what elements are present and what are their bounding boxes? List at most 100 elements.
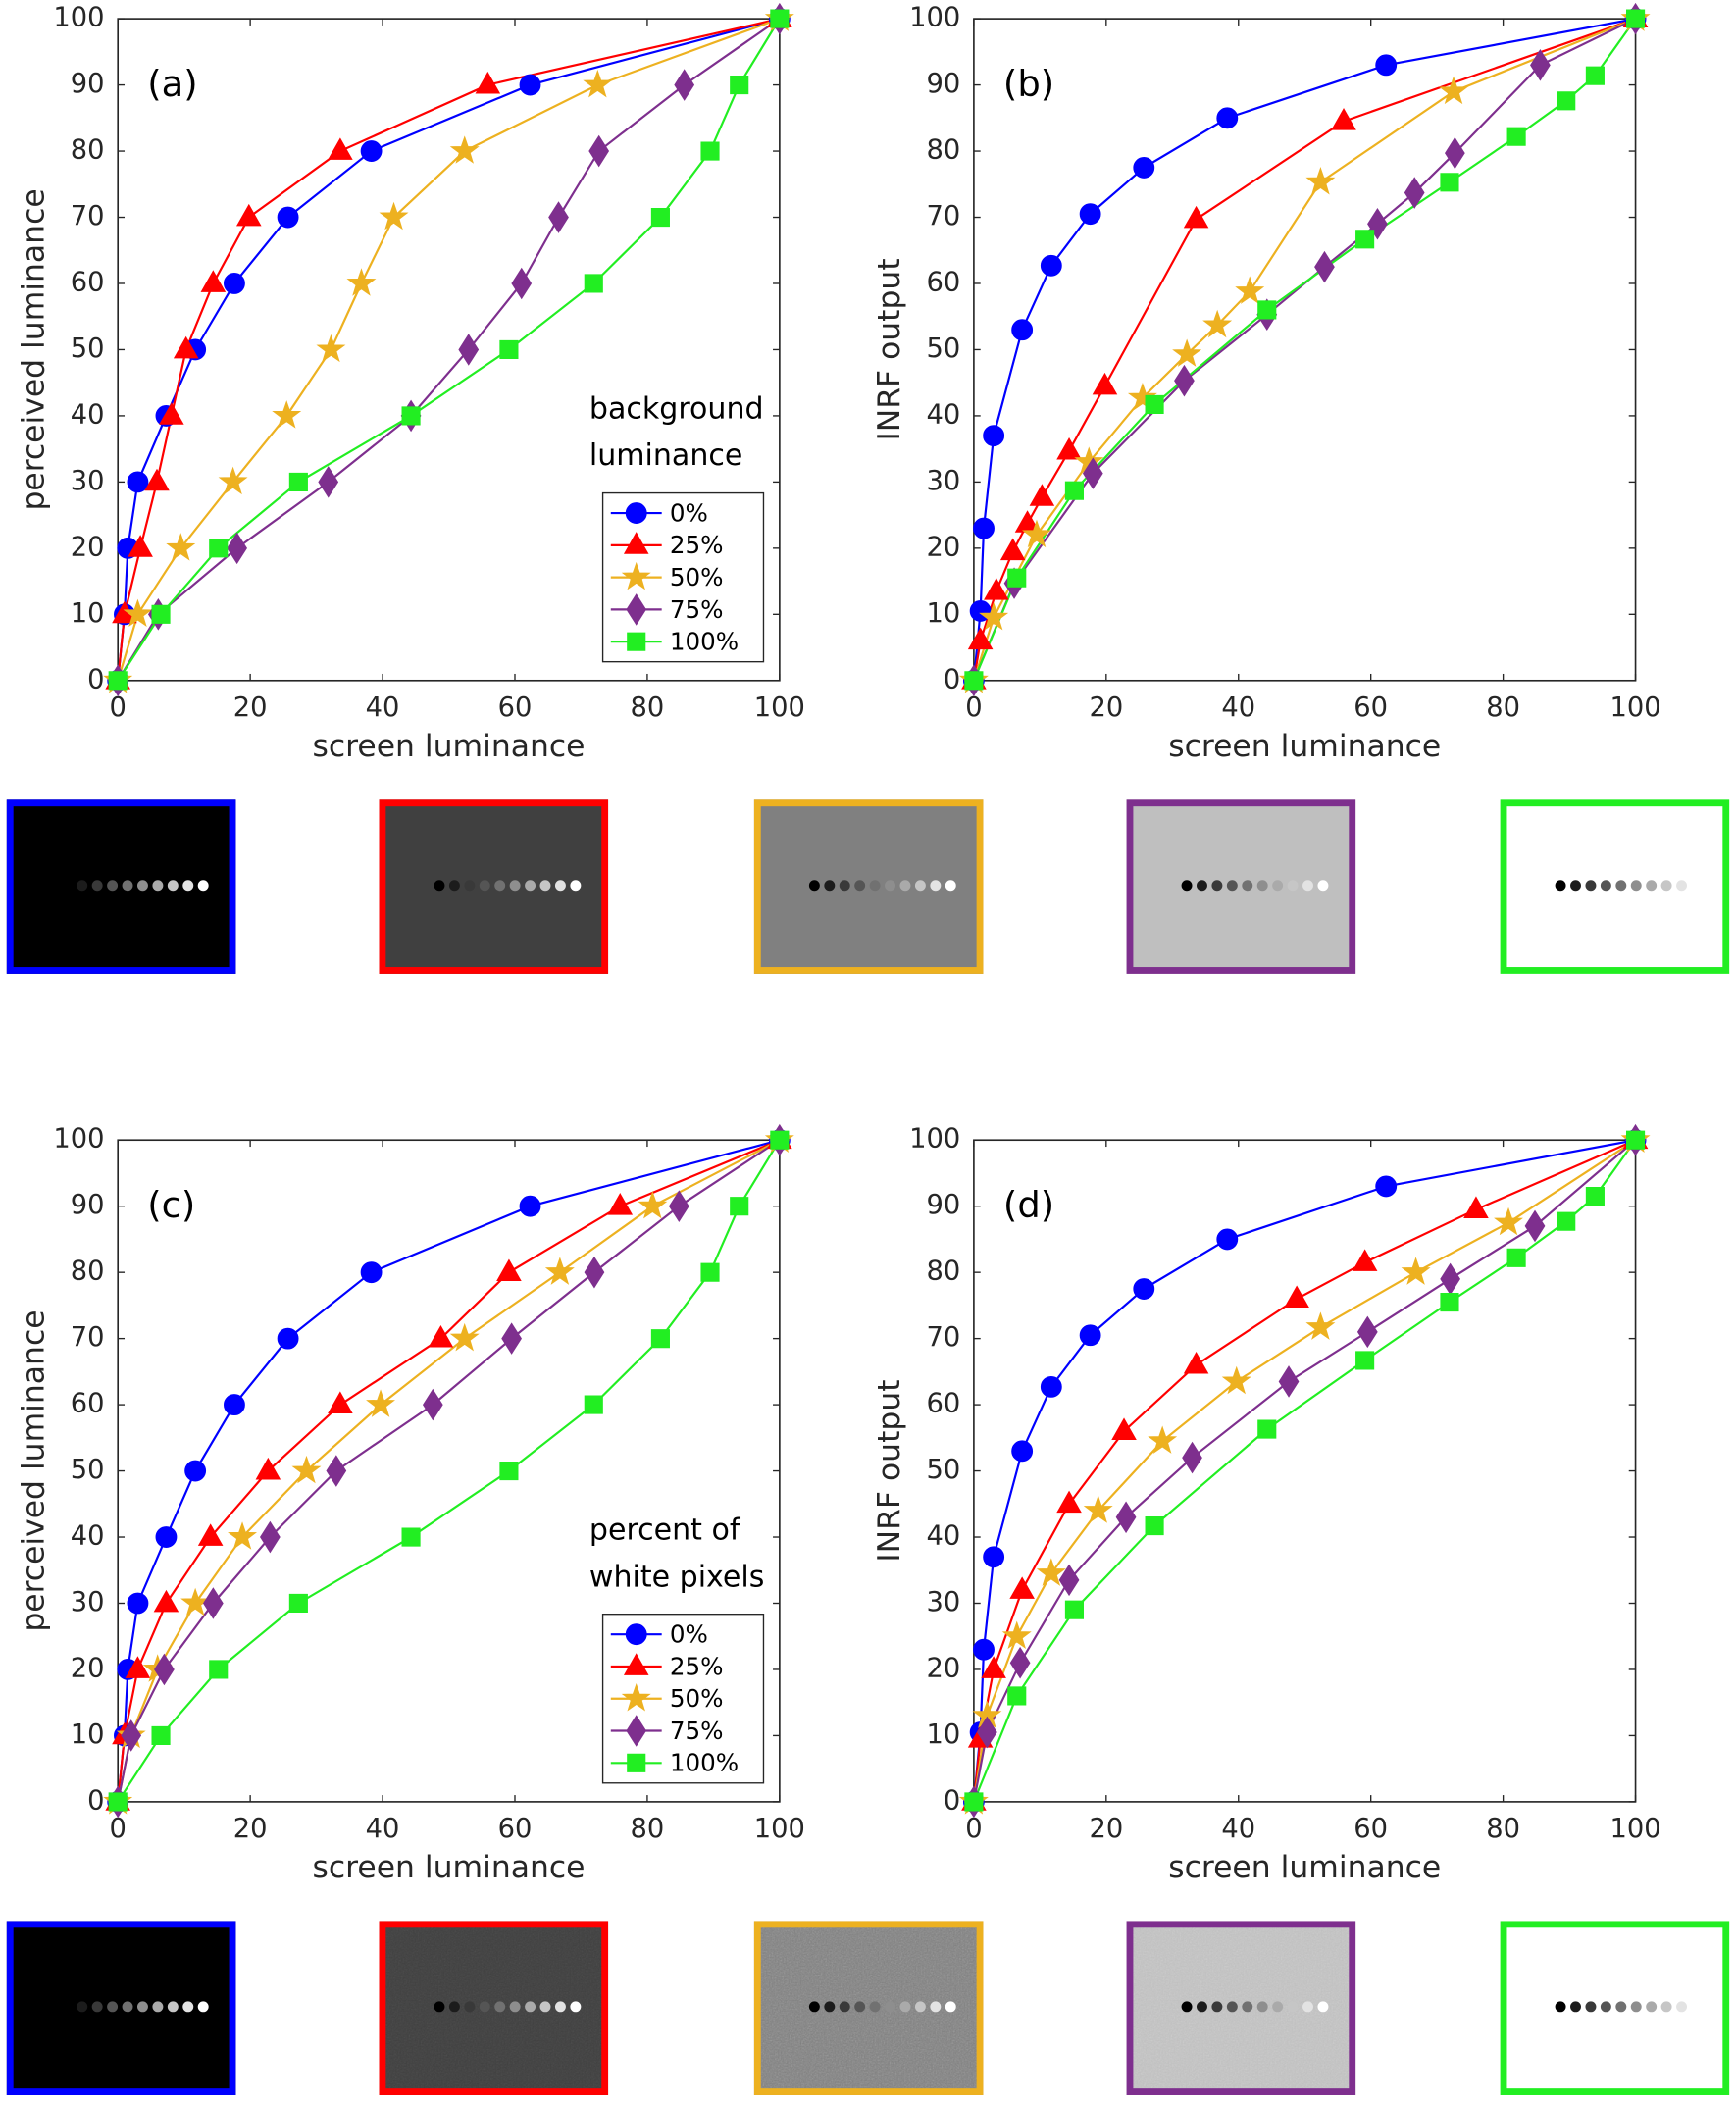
dot	[839, 880, 850, 892]
marker	[401, 1527, 421, 1547]
marker	[1082, 457, 1103, 489]
marker	[730, 1197, 749, 1216]
marker	[144, 468, 170, 491]
y-tick-label: 40	[71, 399, 105, 430]
marker	[1029, 484, 1055, 506]
marker	[197, 1523, 224, 1546]
dot	[77, 2001, 88, 2013]
marker	[1022, 519, 1051, 548]
dot	[1211, 2001, 1223, 2013]
thumbnail	[1500, 1921, 1730, 2095]
marker	[1278, 1365, 1300, 1398]
y-tick-label: 50	[71, 1455, 105, 1485]
marker	[328, 1391, 353, 1413]
marker	[166, 533, 196, 561]
y-tick-label: 100	[53, 1124, 104, 1155]
marker	[1401, 1257, 1431, 1285]
marker	[1625, 9, 1646, 28]
marker	[200, 270, 227, 292]
dot	[1615, 880, 1627, 892]
dot	[107, 880, 119, 892]
marker	[1305, 1311, 1336, 1340]
marker	[1356, 1315, 1378, 1349]
dot	[1570, 2001, 1581, 2013]
x-tick-label: 20	[1089, 1814, 1123, 1844]
marker	[155, 1526, 178, 1548]
marker	[346, 268, 377, 296]
dot	[1226, 2001, 1238, 2013]
marker	[584, 1256, 605, 1289]
marker	[127, 471, 149, 493]
x-tick-label: 0	[965, 1814, 982, 1844]
dot	[1256, 880, 1268, 892]
marker	[623, 1653, 649, 1675]
marker	[1440, 1292, 1459, 1312]
thumbnail-border	[1500, 799, 1730, 974]
marker	[496, 1258, 522, 1282]
y-axis-label: INRF output	[872, 258, 907, 440]
dot	[167, 2001, 179, 2013]
marker	[1040, 1375, 1062, 1398]
thumbnail	[1126, 799, 1356, 974]
legend-label: 50%	[670, 563, 724, 591]
marker	[984, 578, 1009, 600]
x-axis-label: screen luminance	[313, 729, 586, 764]
thumbnail-border	[753, 799, 984, 974]
dot	[930, 2001, 942, 2013]
dot	[854, 2001, 866, 2013]
marker	[1133, 156, 1155, 179]
marker	[326, 1455, 347, 1487]
y-tick-label: 10	[927, 1719, 961, 1750]
marker	[1148, 1425, 1178, 1454]
marker	[1524, 1209, 1546, 1243]
marker	[209, 539, 229, 558]
marker	[973, 517, 995, 539]
dot	[1630, 2001, 1642, 2013]
marker	[519, 74, 541, 96]
x-tick-label: 100	[1610, 693, 1661, 723]
marker	[360, 1261, 383, 1284]
marker	[316, 334, 346, 363]
marker	[967, 627, 994, 650]
dot	[1646, 2001, 1658, 2013]
marker	[151, 604, 171, 624]
dot	[1226, 880, 1238, 892]
y-tick-label: 70	[927, 201, 961, 231]
x-tick-label: 0	[110, 1814, 127, 1844]
dot	[869, 880, 881, 892]
y-tick-label: 80	[71, 1257, 105, 1287]
dot	[434, 2001, 445, 2013]
thumbnail	[6, 1921, 236, 2095]
y-tick-label: 90	[71, 1190, 105, 1220]
y-tick-label: 50	[927, 1455, 961, 1485]
dot	[808, 2001, 820, 2013]
dot	[167, 880, 179, 892]
dot	[1242, 2001, 1253, 2013]
y-tick-label: 30	[927, 1587, 961, 1617]
marker	[588, 134, 610, 168]
dot	[136, 2001, 148, 2013]
marker	[1172, 338, 1202, 367]
thumbnail	[379, 1921, 609, 2095]
dot	[197, 2001, 209, 2013]
dot	[464, 880, 476, 892]
x-tick-label: 40	[366, 1814, 400, 1844]
dot	[494, 2001, 506, 2013]
dot	[1272, 880, 1284, 892]
thumbnail-image	[6, 1921, 236, 2095]
marker	[1494, 1206, 1523, 1236]
marker	[184, 1460, 207, 1482]
dot	[1317, 2001, 1329, 2013]
marker	[1404, 177, 1425, 209]
dot	[1197, 880, 1207, 892]
dot	[1302, 880, 1313, 892]
marker	[1064, 1600, 1085, 1619]
y-tick-label: 0	[944, 1785, 960, 1816]
marker	[1331, 108, 1356, 130]
marker	[1506, 127, 1526, 146]
marker	[626, 1715, 647, 1747]
y-tick-label: 80	[927, 135, 961, 166]
y-tick-label: 100	[53, 3, 104, 33]
marker	[173, 335, 199, 359]
marker	[964, 671, 984, 691]
